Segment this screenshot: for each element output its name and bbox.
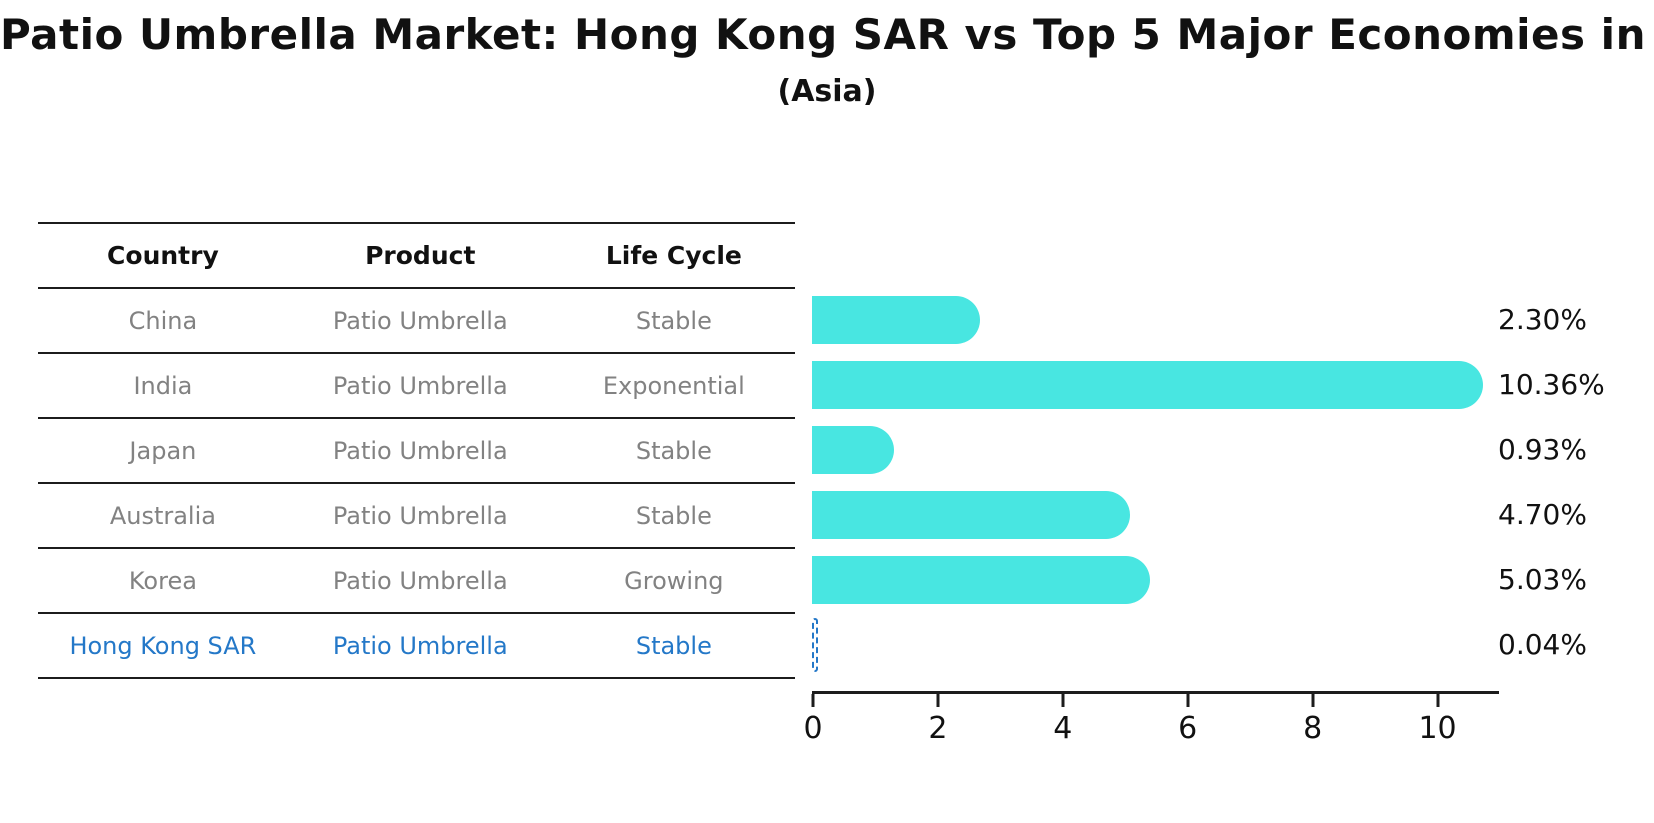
bar-value-label: 5.03% xyxy=(1498,563,1587,596)
table-cell-life-cycle: Stable xyxy=(635,436,712,465)
table-header-product: Product xyxy=(365,241,476,270)
table-cell-country: Australia xyxy=(109,501,216,530)
bar-value-label: 10.36% xyxy=(1498,368,1605,401)
x-axis-tick-mark xyxy=(1436,694,1440,707)
table-cell-country: Korea xyxy=(128,566,197,595)
table-cell-product: Patio Umbrella xyxy=(332,306,508,335)
table-header-life-cycle: Life Cycle xyxy=(605,241,742,270)
x-axis-line xyxy=(812,691,1499,694)
bar-row xyxy=(812,417,1502,482)
table-cell-product: Patio Umbrella xyxy=(332,566,508,595)
bar-row xyxy=(812,547,1502,612)
x-axis-tick-label: 0 xyxy=(803,711,823,746)
table-cell-country: India xyxy=(133,371,193,400)
table-row: Australia Patio Umbrella Stable xyxy=(38,482,795,547)
table-row: India Patio Umbrella Exponential xyxy=(38,352,795,417)
table-cell-life-cycle: Exponential xyxy=(602,371,745,400)
table-cell-product: Patio Umbrella xyxy=(332,631,508,660)
x-axis-tick-label: 6 xyxy=(1178,711,1198,746)
chart-title: Patio Umbrella Market: Hong Kong SAR vs … xyxy=(0,10,1654,59)
table-cell-product: Patio Umbrella xyxy=(332,371,508,400)
x-axis-tick-mark xyxy=(1311,694,1315,707)
bar-value-label: 2.30% xyxy=(1498,303,1587,336)
table-row: Japan Patio Umbrella Stable xyxy=(38,417,795,482)
x-axis-tick-label: 10 xyxy=(1418,711,1457,746)
table-header-row: Country Product Life Cycle xyxy=(38,222,795,287)
bar-china xyxy=(812,295,980,344)
table-cell-country: China xyxy=(128,306,198,335)
bar-korea xyxy=(812,555,1151,604)
bar-value-label: 4.70% xyxy=(1498,498,1587,531)
table-cell-life-cycle: Growing xyxy=(624,566,724,595)
bar-row xyxy=(812,612,1502,677)
table-row: Hong Kong SAR Patio Umbrella Stable xyxy=(38,612,795,677)
table-cell-life-cycle: Stable xyxy=(635,501,712,530)
table-cell-life-cycle: Stable xyxy=(635,631,712,660)
table-body: China Patio Umbrella Stable India Patio Umbr… xyxy=(38,287,795,677)
table-row: Korea Patio Umbrella Growing xyxy=(38,547,795,612)
bar-row xyxy=(812,352,1502,417)
table-cell-country: Hong Kong SAR xyxy=(69,631,257,660)
bar-australia xyxy=(812,490,1130,539)
x-axis-tick-mark xyxy=(1186,694,1190,707)
table-cell-life-cycle: Stable xyxy=(635,306,712,335)
table-cell-country: Japan xyxy=(129,436,197,465)
x-axis-tick-label: 2 xyxy=(928,711,948,746)
x-axis-tick-mark xyxy=(936,694,940,707)
x-axis-tick-label: 4 xyxy=(1053,711,1073,746)
bar-hong-kong-sar xyxy=(812,617,819,672)
table-cell-product: Patio Umbrella xyxy=(332,436,508,465)
bar-india xyxy=(812,360,1484,409)
table-header-country: Country xyxy=(107,241,219,270)
bar-plot-area xyxy=(812,287,1502,677)
bar-row xyxy=(812,287,1502,352)
x-axis-tick-label: 8 xyxy=(1303,711,1323,746)
bar-japan xyxy=(812,425,895,474)
x-axis: 0 2 4 6 8 10 xyxy=(803,691,1499,751)
value-label-column: 2.30% 10.36% 0.93% 4.70% 5.03% 0.04% xyxy=(1498,287,1648,677)
bar-value-label: 0.04% xyxy=(1498,628,1587,661)
chart-subtitle: (Asia) xyxy=(777,74,877,109)
bar-value-label: 0.93% xyxy=(1498,433,1587,466)
x-axis-tick-mark xyxy=(1061,694,1065,707)
country-info-table: Country Product Life Cycle China Patio Um… xyxy=(38,222,795,679)
x-axis-tick-mark xyxy=(811,694,815,707)
bar-row xyxy=(812,482,1502,547)
table-cell-product: Patio Umbrella xyxy=(332,501,508,530)
table-row: China Patio Umbrella Stable xyxy=(38,287,795,352)
